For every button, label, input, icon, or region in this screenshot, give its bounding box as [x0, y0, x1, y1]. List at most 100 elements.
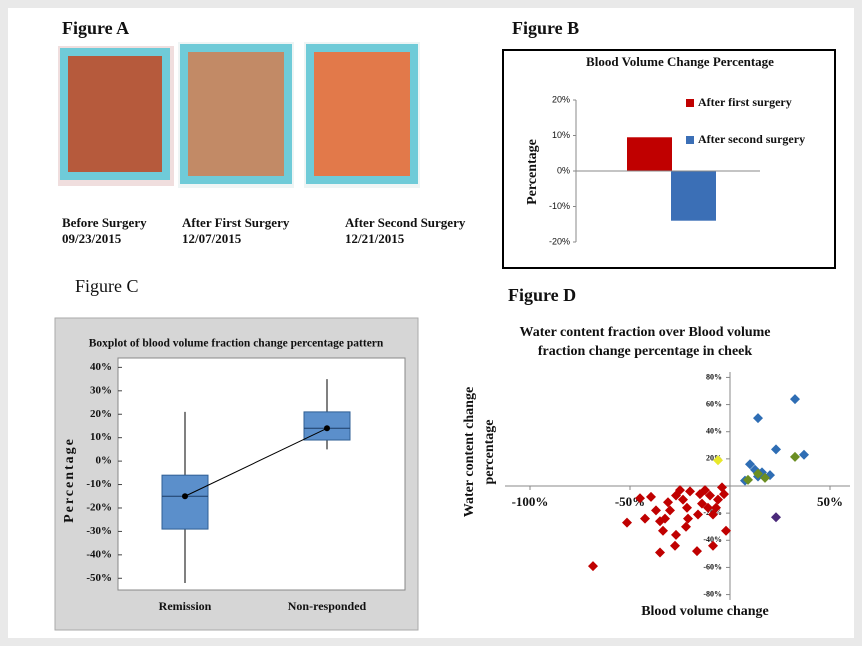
y-tick-label: -10% — [86, 478, 112, 490]
x-tick-label: Remission — [159, 599, 212, 613]
y-tick-label: 20% — [552, 94, 570, 104]
point — [683, 513, 693, 524]
mean-line — [184, 427, 328, 497]
point — [670, 540, 680, 551]
y-tick-label: 0% — [557, 165, 570, 175]
point — [651, 505, 661, 516]
point — [622, 517, 632, 528]
photo — [306, 44, 418, 184]
bar — [671, 171, 716, 221]
point — [663, 497, 673, 508]
photo-caption: After Second Surgery — [345, 215, 466, 230]
point — [678, 494, 688, 505]
y-tick-label: -10% — [549, 201, 570, 211]
point — [635, 493, 645, 504]
panel-label: Figure D — [508, 285, 576, 305]
y-tick-label: -60% — [703, 562, 722, 571]
point — [646, 491, 656, 502]
y-tick-label: -50% — [86, 572, 112, 584]
y-tick-label: 10% — [90, 431, 112, 443]
mean-dot — [324, 425, 330, 432]
chart-title: Blood Volume Change Percentage — [586, 54, 774, 69]
point — [660, 513, 670, 524]
photo-date: 12/07/2015 — [182, 231, 242, 246]
x-tick-label: 50% — [817, 494, 843, 509]
point — [671, 529, 681, 540]
photos — [58, 42, 420, 188]
point — [685, 486, 695, 497]
box — [161, 474, 209, 530]
y-tick-label: 20% — [706, 454, 722, 463]
photo-caption: Before Surgery — [62, 215, 147, 230]
chart-title: Boxplot of blood volume fraction change … — [89, 338, 384, 350]
x-tick-label: Non-responded — [288, 599, 367, 613]
point — [588, 561, 598, 572]
point — [705, 490, 715, 501]
point — [790, 451, 800, 462]
y-tick-label: 60% — [706, 399, 722, 408]
photo — [180, 44, 292, 184]
photo-date: 09/23/2015 — [62, 231, 122, 246]
point — [703, 502, 713, 513]
chart-title: Water content fraction over Blood volume — [519, 325, 770, 340]
point — [640, 513, 650, 524]
panel-label: Figure C — [75, 276, 139, 296]
point — [708, 540, 718, 551]
point — [721, 525, 731, 536]
plot-area — [117, 357, 406, 591]
y-tick-label: 80% — [706, 372, 722, 381]
x-tick-label: -100% — [512, 494, 549, 509]
point — [745, 459, 755, 470]
y-tick-label: 40% — [90, 361, 112, 373]
point — [717, 482, 727, 493]
legend-label: After first surgery — [698, 95, 792, 109]
point — [700, 485, 710, 496]
point — [743, 474, 753, 485]
y-tick-label: -40% — [703, 535, 722, 544]
point — [681, 521, 691, 532]
point — [682, 502, 692, 513]
photo — [60, 48, 170, 180]
point — [713, 494, 723, 505]
y-axis-label: Percentage — [525, 139, 540, 205]
point — [711, 502, 721, 513]
chart-title: fraction change percentage in cheek — [538, 344, 753, 359]
y-tick-label: 20% — [90, 408, 112, 420]
y-tick-label: -30% — [86, 525, 112, 537]
point — [658, 525, 668, 536]
y-tick-label: -20% — [549, 236, 570, 246]
legend-label: After second surgery — [698, 132, 805, 146]
y-axis-label: percentage — [482, 419, 497, 484]
bar — [627, 137, 672, 171]
point — [760, 472, 770, 483]
point — [713, 455, 723, 466]
x-axis-label: Blood volume change — [641, 604, 769, 619]
point — [665, 505, 675, 516]
y-tick-label: -80% — [703, 589, 722, 598]
y-tick-label: -20% — [86, 502, 112, 514]
photo-date: 12/21/2015 — [345, 231, 405, 246]
point — [771, 444, 781, 455]
point — [655, 547, 665, 558]
y-tick-label: 40% — [706, 427, 722, 436]
photo-caption: After First Surgery — [182, 215, 290, 230]
point — [799, 449, 809, 460]
mean-dot — [182, 493, 188, 500]
y-axis-label: Water content change — [462, 387, 477, 517]
panel-label: Figure A — [62, 18, 129, 38]
point — [753, 413, 763, 424]
y-axis-label: Percentage — [62, 437, 77, 523]
point — [771, 512, 781, 523]
point — [692, 546, 702, 557]
y-tick-label: 10% — [552, 130, 570, 140]
point — [753, 468, 763, 479]
legend-swatch — [686, 136, 694, 144]
y-tick-label: 0% — [96, 455, 113, 467]
y-tick-label: 30% — [90, 384, 112, 396]
panel-label: Figure B — [512, 18, 579, 38]
legend-swatch — [686, 99, 694, 107]
point — [693, 509, 703, 520]
point — [675, 485, 685, 496]
